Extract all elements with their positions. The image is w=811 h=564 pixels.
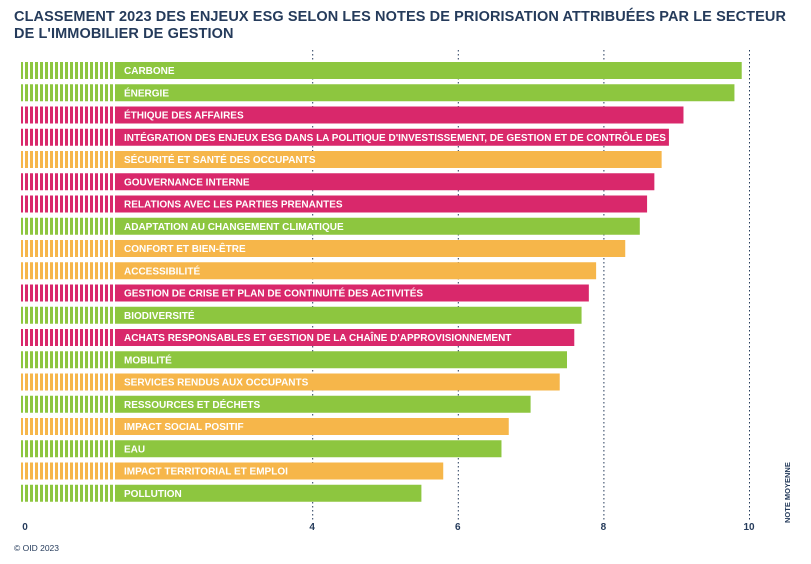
bar-label: ÉTHIQUE DES AFFAIRES [124,109,244,122]
bar-label: GOUVERNANCE INTERNE [124,177,250,188]
bar [116,284,589,302]
bar-stripe-segment [21,440,116,458]
bar-stripe-segment [21,395,116,413]
bar-stripe-segment [21,351,116,369]
bar-label: BIODIVERSITÉ [124,309,195,322]
bar-stripe-segment [21,484,116,502]
bar-label: GESTION DE CRISE ET PLAN DE CONTINUITÉ D… [124,287,423,300]
bar-stripe-segment [21,418,116,435]
bar [116,329,575,346]
bar-label: CARBONE [124,66,175,77]
bar-stripe-segment [21,240,116,257]
bar-stripe-segment [21,217,116,235]
bar-label: INTÉGRATION DES ENJEUX ESG DANS LA POLIT… [124,131,714,144]
chart-title: CLASSEMENT 2023 DES ENJEUX ESG SELON LES… [14,9,787,42]
bar [116,173,655,191]
bar-label: CONFORT ET BIEN-ÊTRE [124,242,246,255]
bar [116,262,597,280]
y-axis-label: NOTE MOYENNE [783,462,792,523]
bar-label: ACCESSIBILITÉ [124,264,200,277]
bars [21,62,742,502]
bar [116,128,669,146]
tick-label: 8 [601,522,607,533]
bar-label: SÉCURITÉ ET SANTÉ DES OCCUPANTS [124,153,316,166]
bar-label: IMPACT SOCIAL POSITIF [124,422,244,433]
bar [116,418,509,435]
bar-stripe-segment [21,262,116,280]
bar-stripe-segment [21,329,116,346]
bar [116,484,422,502]
bar-stripe-segment [21,306,116,324]
tick-label: 6 [455,522,461,533]
bar-label: ACHATS RESPONSABLES ET GESTION DE LA CHA… [124,331,511,344]
bar-stripe-segment [21,128,116,146]
bar-stripe-segment [21,195,116,213]
bar-label: ADAPTATION AU CHANGEMENT CLIMATIQUE [124,222,344,233]
bar [116,84,735,102]
bar [116,195,648,213]
bar [116,240,626,257]
bar-stripe-segment [21,106,116,124]
tick-label: 4 [309,522,315,533]
bar-label: MOBILITÉ [124,353,172,366]
bar-stripe-segment [21,84,116,102]
bar [116,440,502,458]
bar-label: IMPACT TERRITORIAL ET EMPLOI [124,467,288,478]
bar-labels: CARBONE ÉNERGIE ÉTHIQUE DES AFFAIRES INTÉGR… [124,66,714,500]
bar [116,217,640,235]
bar-label: POLLUTION [124,489,182,500]
bar-label: RELATIONS AVEC LES PARTIES PRENANTES [124,200,343,211]
bar [116,306,582,324]
bar-label: SERVICES RENDUS AUX OCCUPANTS [124,378,309,389]
bar-label: ÉNERGIE [124,86,169,99]
bar [116,462,444,480]
bar-stripe-segment [21,373,116,391]
bar-stripe-segment [21,151,116,168]
bar-stripe-segment [21,173,116,191]
tick-label: 0 [22,522,28,533]
bar [116,106,684,124]
bar-label: RESSOURCES ET DÉCHETS [124,398,260,411]
x-axis-ticks: 0 4 6 8 10 [22,522,755,533]
bar-label: EAU [124,444,145,455]
bar [116,151,662,168]
copyright-note: © OID 2023 [14,543,60,553]
bar [116,395,531,413]
bar [116,351,567,369]
bar [116,373,560,391]
tick-label: 10 [743,522,755,533]
bar [116,62,742,79]
bar-stripe-segment [21,462,116,480]
bar-stripe-segment [21,284,116,302]
bar-stripe-segment [21,62,116,79]
